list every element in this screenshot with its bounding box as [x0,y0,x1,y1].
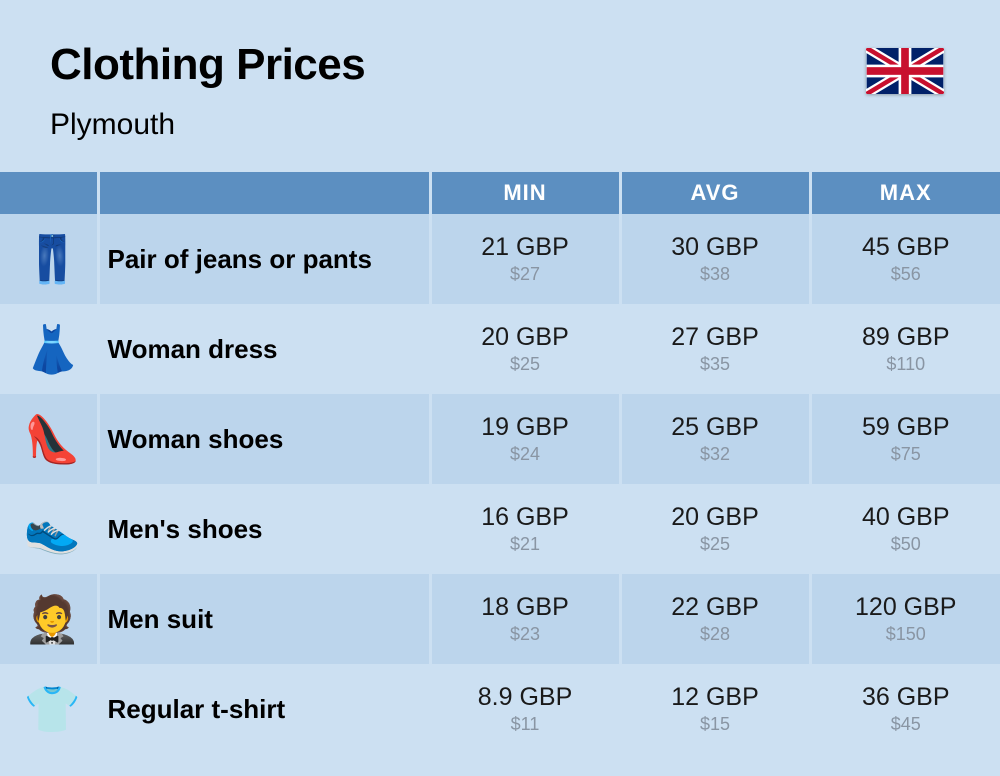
price-cell-max: 120 GBP$150 [810,574,1000,664]
price-usd: $25 [622,534,809,555]
price-gbp: 22 GBP [622,593,809,622]
price-cell-min: 18 GBP$23 [430,574,620,664]
price-cell-min: 21 GBP$27 [430,214,620,304]
price-usd: $50 [812,534,1000,555]
price-cell-avg: 12 GBP$15 [620,664,810,754]
price-gbp: 12 GBP [622,683,809,712]
item-label: Woman shoes [98,394,430,484]
table-row: 👠Woman shoes19 GBP$2425 GBP$3259 GBP$75 [0,394,1000,484]
uk-flag-icon [866,48,944,94]
price-cell-max: 40 GBP$50 [810,484,1000,574]
price-cell-avg: 25 GBP$32 [620,394,810,484]
price-gbp: 45 GBP [812,233,1000,262]
table-row: 👕Regular t-shirt8.9 GBP$1112 GBP$1536 GB… [0,664,1000,754]
price-usd: $27 [432,264,619,285]
page-subtitle: Plymouth [50,108,365,142]
price-usd: $25 [432,354,619,375]
price-usd: $15 [622,714,809,735]
price-usd: $32 [622,444,809,465]
title-block: Clothing Prices Plymouth [50,40,365,142]
table-row: 👟Men's shoes16 GBP$2120 GBP$2540 GBP$50 [0,484,1000,574]
price-table: MIN AVG MAX 👖Pair of jeans or pants21 GB… [0,172,1000,754]
price-usd: $75 [812,444,1000,465]
price-usd: $35 [622,354,809,375]
col-header-max: MAX [810,172,1000,214]
header: Clothing Prices Plymouth [0,0,1000,172]
price-cell-max: 89 GBP$110 [810,304,1000,394]
price-cell-max: 45 GBP$56 [810,214,1000,304]
price-cell-min: 19 GBP$24 [430,394,620,484]
price-gbp: 18 GBP [432,593,619,622]
col-header-avg: AVG [620,172,810,214]
price-cell-avg: 30 GBP$38 [620,214,810,304]
price-gbp: 30 GBP [622,233,809,262]
item-label: Men suit [98,574,430,664]
price-cell-avg: 20 GBP$25 [620,484,810,574]
item-label: Woman dress [98,304,430,394]
item-label: Men's shoes [98,484,430,574]
table-row: 👖Pair of jeans or pants21 GBP$2730 GBP$3… [0,214,1000,304]
price-gbp: 19 GBP [432,413,619,442]
price-usd: $23 [432,624,619,645]
price-gbp: 20 GBP [622,503,809,532]
price-gbp: 16 GBP [432,503,619,532]
page-title: Clothing Prices [50,40,365,90]
mens-shoes-icon: 👟 [0,484,98,574]
price-gbp: 21 GBP [432,233,619,262]
price-usd: $110 [812,354,1000,375]
price-cell-min: 8.9 GBP$11 [430,664,620,754]
price-gbp: 36 GBP [812,683,1000,712]
price-usd: $38 [622,264,809,285]
price-usd: $150 [812,624,1000,645]
price-gbp: 25 GBP [622,413,809,442]
price-gbp: 8.9 GBP [432,683,619,712]
price-gbp: 40 GBP [812,503,1000,532]
suit-icon: 🤵 [0,574,98,664]
header-blank-icon [0,172,98,214]
table-row: 👗Woman dress20 GBP$2527 GBP$3589 GBP$110 [0,304,1000,394]
price-usd: $28 [622,624,809,645]
woman-shoes-icon: 👠 [0,394,98,484]
price-gbp: 89 GBP [812,323,1000,352]
table-header-row: MIN AVG MAX [0,172,1000,214]
price-cell-max: 36 GBP$45 [810,664,1000,754]
price-cell-avg: 22 GBP$28 [620,574,810,664]
header-blank-label [98,172,430,214]
item-label: Regular t-shirt [98,664,430,754]
price-cell-min: 16 GBP$21 [430,484,620,574]
item-label: Pair of jeans or pants [98,214,430,304]
price-cell-max: 59 GBP$75 [810,394,1000,484]
price-usd: $24 [432,444,619,465]
price-usd: $11 [432,714,619,735]
price-usd: $21 [432,534,619,555]
price-usd: $56 [812,264,1000,285]
col-header-min: MIN [430,172,620,214]
price-gbp: 59 GBP [812,413,1000,442]
price-gbp: 27 GBP [622,323,809,352]
price-cell-avg: 27 GBP$35 [620,304,810,394]
price-cell-min: 20 GBP$25 [430,304,620,394]
price-usd: $45 [812,714,1000,735]
price-gbp: 120 GBP [812,593,1000,622]
price-gbp: 20 GBP [432,323,619,352]
table-row: 🤵Men suit18 GBP$2322 GBP$28120 GBP$150 [0,574,1000,664]
jeans-icon: 👖 [0,214,98,304]
dress-icon: 👗 [0,304,98,394]
tshirt-icon: 👕 [0,664,98,754]
